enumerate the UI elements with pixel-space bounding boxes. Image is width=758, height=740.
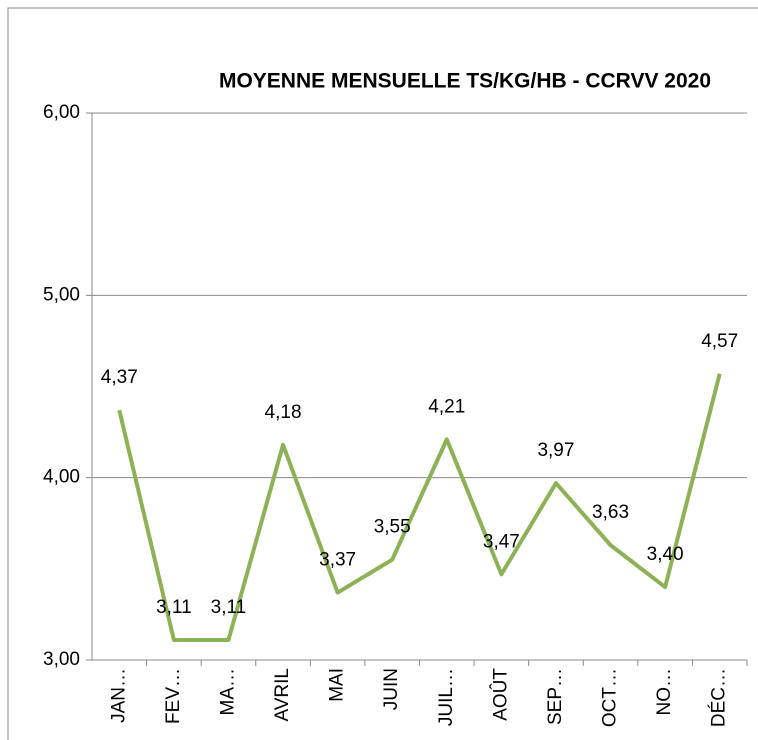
x-tick-label: AOÛT <box>489 668 511 721</box>
y-tick-label: 5,00 <box>43 284 80 305</box>
data-label: 4,18 <box>265 402 302 423</box>
x-tick-label: FEV… <box>163 668 184 724</box>
x-tick-label: JAN… <box>108 668 129 723</box>
x-tick-label: NO… <box>654 668 675 716</box>
x-tick-label: JUIN <box>381 668 402 710</box>
y-tick-label: 4,00 <box>43 467 80 488</box>
data-label: 3,40 <box>647 544 684 565</box>
data-label: 3,97 <box>537 440 574 461</box>
data-label: 4,57 <box>701 331 738 352</box>
x-tick-label: DÉC… <box>709 668 730 727</box>
x-tick-label: JUIL… <box>436 668 457 726</box>
data-label: 3,11 <box>211 597 247 618</box>
data-label: 3,63 <box>592 502 629 523</box>
data-label: 4,37 <box>101 367 138 388</box>
data-label: 4,21 <box>428 396 465 417</box>
data-label: 3,55 <box>374 517 411 538</box>
y-tick-label: 6,00 <box>43 102 80 123</box>
x-tick-label: MA… <box>217 668 238 716</box>
x-tick-label: OCT… <box>600 668 621 727</box>
x-tick-label: SEP… <box>545 668 566 725</box>
x-tick-label: MAI <box>327 668 348 702</box>
data-label: 3,47 <box>483 531 520 552</box>
data-line <box>117 373 722 642</box>
data-label: 3,37 <box>319 550 356 571</box>
data-label: 3,11 <box>156 597 192 618</box>
chart-border <box>7 7 758 740</box>
x-tick-label: AVRIL <box>272 668 293 722</box>
y-tick-label: 3,00 <box>43 649 80 670</box>
chart-title: MOYENNE MENSUELLE TS/KG/HB - CCRVV 2020 <box>219 70 711 93</box>
